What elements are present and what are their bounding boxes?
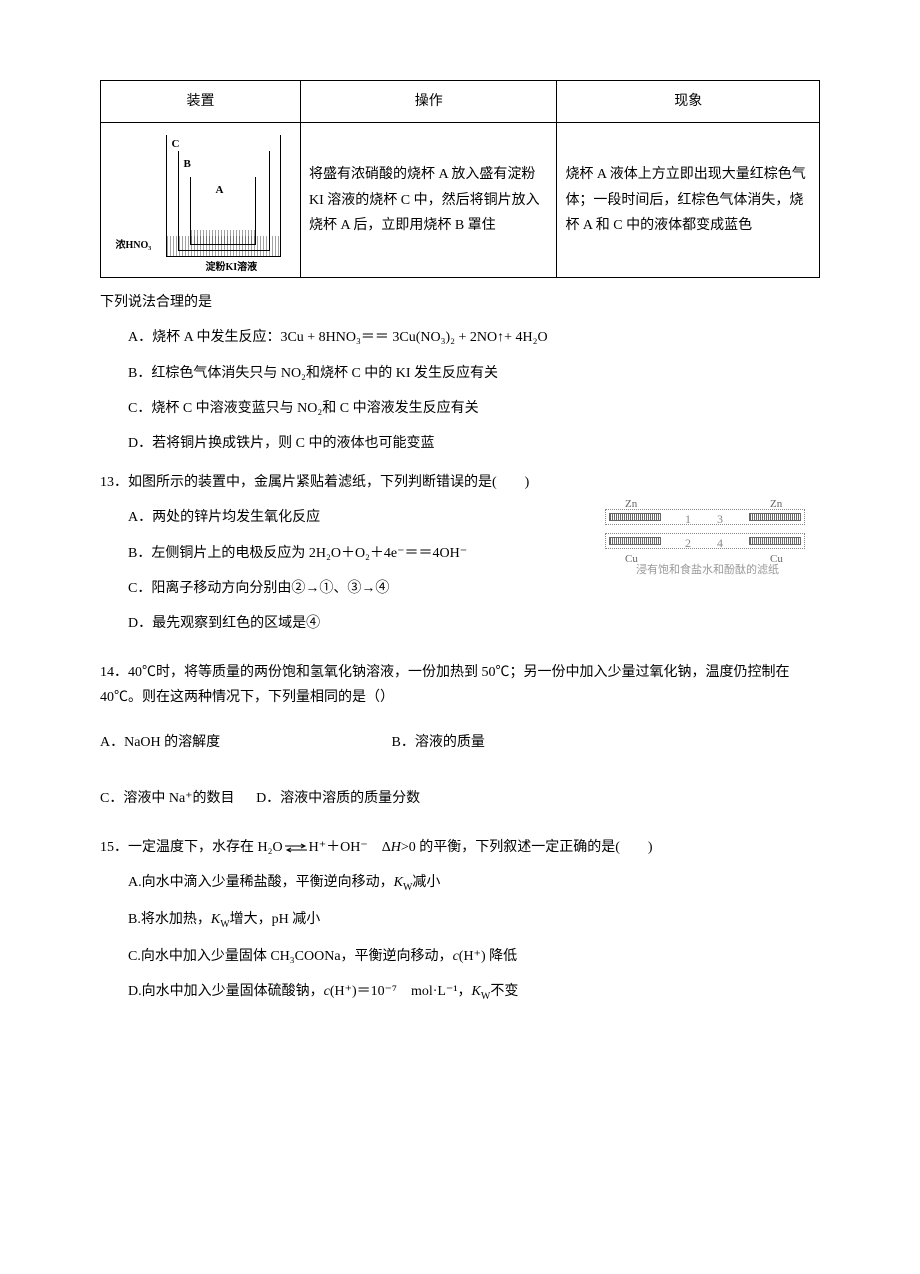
q13-stem: 13．如图所示的装置中，金属片紧贴着滤纸，下列判断错误的是( ) bbox=[100, 470, 820, 495]
q13-option-d: D．最先观察到红色的区域是④ bbox=[128, 611, 820, 636]
q14-option-d: D．溶液中溶质的质量分数 bbox=[256, 786, 420, 811]
q15-option-d: D.向水中加入少量固体硫酸钠，c(H⁺)＝10⁻⁷ mol·L⁻¹，KW不变 bbox=[128, 979, 820, 1006]
q12-stem: 下列说法合理的是 bbox=[100, 290, 820, 315]
beaker-diagram: C B A 浓HNO₃ 淀粉KI溶液 bbox=[116, 135, 286, 265]
equilibrium-icon bbox=[283, 843, 309, 853]
q14-stem: 14．40℃时，将等质量的两份饱和氢氧化钠溶液，一份加热到 50℃；另一份中加入… bbox=[100, 660, 820, 710]
th-device: 装置 bbox=[101, 81, 301, 123]
th-phenomenon: 现象 bbox=[557, 81, 820, 123]
q12-option-d: D．若将铜片换成铁片，则 C 中的液体也可能变蓝 bbox=[128, 431, 820, 456]
experiment-table: 装置 操作 现象 C B A 浓HNO₃ 淀粉KI溶液 将盛有浓硝酸的烧杯 A … bbox=[100, 80, 820, 278]
q14-row-ab: A．NaOH 的溶解度 B．溶液的质量 bbox=[100, 720, 820, 765]
q14-option-b: B．溶液的质量 bbox=[392, 730, 485, 755]
q15-option-b: B.将水加热，KW增大，pH 减小 bbox=[128, 907, 820, 934]
q12-option-c: C．烧杯 C 中溶液变蓝只与 NO₂和 C 中溶液发生反应有关 bbox=[128, 396, 820, 421]
th-operation: 操作 bbox=[301, 81, 557, 123]
label-b: B bbox=[184, 155, 191, 175]
label-ki: 淀粉KI溶液 bbox=[206, 259, 258, 277]
q15-stem: 15．一定温度下，水存在 H₂OH⁺＋OH⁻ ΔH>0 的平衡，下列叙述一定正确… bbox=[100, 835, 820, 860]
q15-option-a: A.向水中滴入少量稀盐酸，平衡逆向移动，KW减小 bbox=[128, 870, 820, 897]
q14-option-a: A．NaOH 的溶解度 bbox=[100, 730, 360, 755]
electrochemistry-diagram: Zn Zn Cu Cu 1 3 2 4 bbox=[595, 505, 815, 559]
q15-option-c: C.向水中加入少量固体 CH₃COONa，平衡逆向移动，c(H⁺) 降低 bbox=[128, 944, 820, 969]
label-a: A bbox=[216, 181, 224, 201]
q14-row-cd: C．溶液中 Na⁺的数目 D．溶液中溶质的质量分数 bbox=[100, 776, 820, 821]
q12-option-a: A．烧杯 A 中发生反应：3Cu + 8HNO₃＝＝ 3Cu(NO₃)₂ + 2… bbox=[128, 325, 820, 350]
label-hno3: 浓HNO₃ bbox=[116, 237, 152, 255]
td-diagram: C B A 浓HNO₃ 淀粉KI溶液 bbox=[101, 123, 301, 278]
td-operation: 将盛有浓硝酸的烧杯 A 放入盛有淀粉 KI 溶液的烧杯 C 中，然后将铜片放入烧… bbox=[301, 123, 557, 278]
label-c: C bbox=[172, 135, 180, 155]
q14-option-c: C．溶液中 Na⁺的数目 bbox=[100, 786, 235, 811]
electrochemistry-diagram-wrap: Zn Zn Cu Cu 1 3 2 4 浸有饱和食盐水和酚酞的滤纸 bbox=[595, 505, 820, 581]
q12-option-b: B．红棕色气体消失只与 NO₂和烧杯 C 中的 KI 发生反应有关 bbox=[128, 361, 820, 386]
td-phenomenon: 烧杯 A 液体上方立即出现大量红棕色气体；一段时间后，红棕色气体消失，烧杯 A … bbox=[557, 123, 820, 278]
